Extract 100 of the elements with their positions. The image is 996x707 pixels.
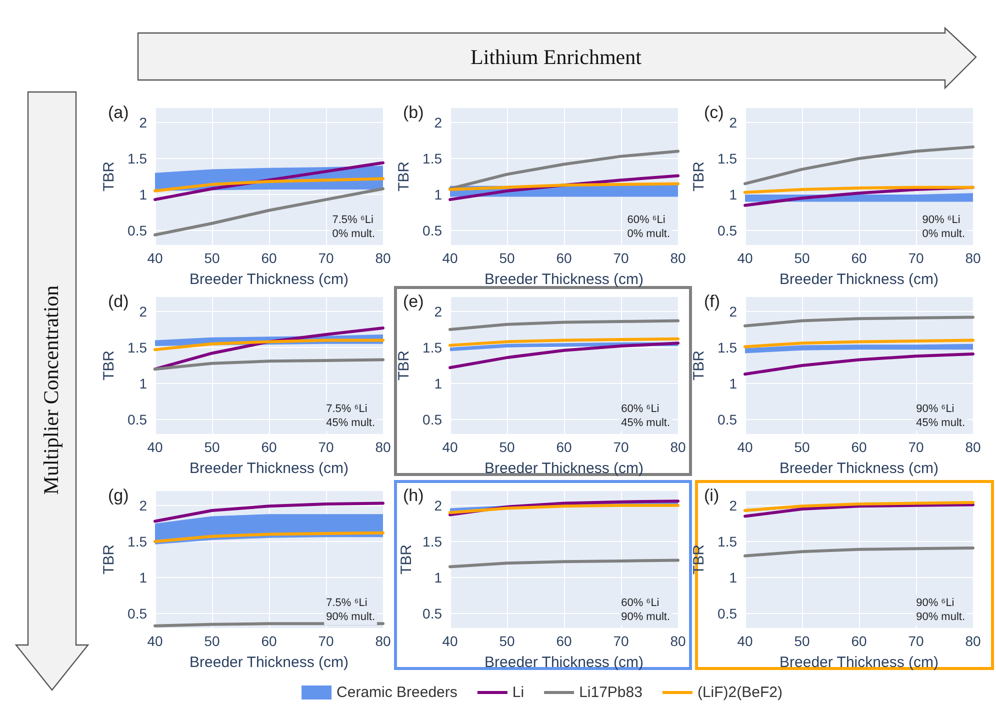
y-tick-label: 1.5	[128, 339, 148, 356]
line-series	[154, 531, 384, 543]
chart-title: (b)	[403, 103, 424, 122]
y-tick-label: 0.5	[422, 222, 442, 239]
annotation: 60% ⁶Li	[621, 597, 660, 609]
x-tick-label: 60	[261, 250, 277, 266]
x-tick-label: 50	[499, 633, 515, 649]
x-tick-label: 70	[613, 439, 629, 455]
y-tick-label: 1.5	[128, 533, 148, 550]
x-axis-title: Breeder Thickness (cm)	[190, 271, 348, 288]
x-tick-label: 40	[442, 439, 458, 455]
annotation: 0% mult.	[627, 228, 670, 240]
y-tick-label: 0.5	[718, 412, 738, 428]
x-tick-label: 50	[499, 250, 515, 266]
x-tick-label: 60	[851, 250, 867, 266]
x-tick-label: 80	[670, 439, 686, 455]
x-tick-label: 50	[499, 439, 515, 455]
text: Multiplier Concentration	[39, 284, 63, 495]
x-tick-label: 40	[737, 250, 753, 266]
y-tick-label: 1.5	[718, 339, 738, 356]
x-tick-label: 70	[318, 439, 334, 455]
annotation: 90% mult.	[916, 611, 966, 623]
line-series	[744, 338, 974, 348]
text: Lithium Enrichment	[470, 45, 642, 69]
annotation: 90% mult.	[621, 611, 670, 623]
x-tick-label: 60	[556, 250, 572, 266]
y-tick-label: 2	[139, 303, 148, 320]
x-tick-label: 50	[204, 633, 220, 649]
line-series	[154, 502, 384, 523]
y-tick-label: 1.5	[422, 150, 442, 166]
annotation: 90% ⁶Li	[922, 214, 960, 226]
annotation: 0% mult.	[332, 228, 376, 240]
y-tick-label: 1	[139, 570, 148, 586]
x-tick-label: 40	[147, 439, 163, 455]
legend-label: Li17Pb83	[579, 684, 642, 701]
y-tick-label: 1	[434, 570, 442, 586]
y-tick-label: 0.5	[718, 606, 738, 622]
x-tick-label: 60	[261, 439, 277, 455]
x-tick-label: 70	[908, 633, 924, 649]
legend-label: Li	[512, 684, 524, 701]
chart-title: (e)	[403, 292, 424, 311]
y-axis-title: TBR	[396, 161, 413, 192]
y-axis-title: TBR	[690, 350, 708, 380]
x-axis-title: Breeder Thickness (cm)	[484, 271, 644, 288]
line-series	[744, 546, 974, 558]
y-tick-label: 1	[434, 186, 442, 203]
y-tick-label: 0.5	[422, 606, 442, 622]
y-tick-label: 1	[139, 186, 148, 203]
x-tick-label: 60	[556, 439, 572, 455]
line-series	[744, 145, 974, 186]
x-tick-label: 60	[851, 633, 867, 649]
annotation: 7.5% ⁶Li	[326, 597, 368, 609]
x-tick-label: 80	[670, 633, 686, 649]
y-tick-label: 2	[729, 303, 738, 320]
x-tick-label: 50	[204, 250, 220, 266]
y-tick-label: 2	[729, 114, 738, 130]
x-tick-label: 70	[908, 439, 924, 455]
line-series	[154, 187, 384, 236]
x-axis-title: Breeder Thickness (cm)	[484, 654, 644, 671]
y-tick-label: 1.5	[128, 150, 148, 166]
x-tick-label: 70	[613, 250, 629, 266]
y-tick-label: 1	[434, 376, 442, 392]
chart-title: (g)	[108, 486, 129, 505]
y-axis-title: TBR	[690, 161, 708, 192]
line-series	[448, 150, 680, 190]
x-tick-label: 70	[318, 633, 334, 649]
chart-title: (c)	[704, 103, 724, 122]
x-tick-label: 70	[318, 250, 334, 266]
legend-label: (LiF)2(BeF2)	[697, 684, 782, 701]
y-tick-label: 0.5	[128, 412, 148, 428]
x-axis-title: Breeder Thickness (cm)	[190, 460, 348, 477]
annotation: 45% mult.	[916, 417, 966, 429]
x-tick-label: 50	[794, 439, 810, 455]
line-series	[744, 503, 974, 518]
x-axis-title: Breeder Thickness (cm)	[780, 271, 938, 288]
y-tick-label: 1	[729, 186, 738, 203]
y-tick-label: 1.5	[422, 533, 442, 550]
annotation: 90% ⁶Li	[916, 597, 954, 609]
y-tick-label: 1	[729, 570, 738, 586]
line-series	[448, 504, 680, 514]
y-tick-label: 0.5	[718, 222, 738, 239]
x-tick-label: 50	[794, 633, 810, 649]
y-tick-label: 0.5	[128, 222, 148, 239]
x-tick-label: 80	[375, 250, 391, 266]
y-axis-title: TBR	[100, 350, 118, 380]
x-tick-label: 60	[851, 439, 867, 455]
chart-title: (a)	[108, 103, 129, 122]
x-tick-label: 80	[375, 439, 391, 455]
x-tick-label: 40	[737, 633, 753, 649]
y-axis-title: TBR	[396, 350, 413, 380]
x-tick-label: 40	[737, 439, 753, 455]
y-tick-label: 1.5	[718, 150, 738, 166]
annotation: 60% ⁶Li	[627, 214, 666, 226]
x-tick-label: 80	[965, 250, 981, 266]
x-tick-label: 60	[261, 633, 277, 649]
annotation: 90% mult.	[326, 611, 376, 623]
line-series	[154, 358, 384, 371]
y-tick-label: 2	[434, 303, 442, 320]
x-tick-label: 60	[556, 633, 572, 649]
x-tick-label: 40	[147, 633, 163, 649]
